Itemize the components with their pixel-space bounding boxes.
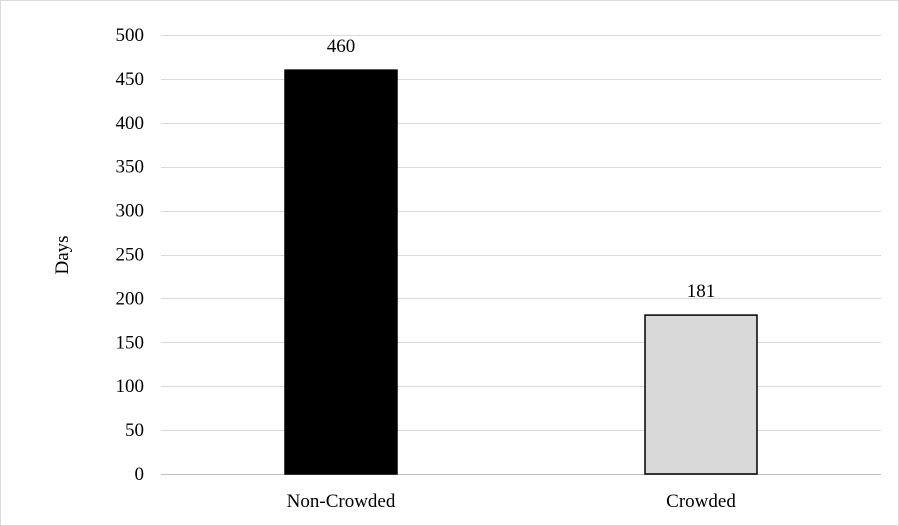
data-label: 181 bbox=[687, 281, 716, 302]
bar-crowded bbox=[644, 314, 758, 475]
x-tick-label: Non-Crowded bbox=[287, 491, 396, 512]
y-tick-label: 100 bbox=[116, 376, 145, 397]
y-tick-label: 250 bbox=[116, 245, 145, 266]
y-tick-label: 150 bbox=[116, 332, 145, 353]
y-tick-label: 50 bbox=[125, 420, 144, 441]
y-axis-title: Days bbox=[52, 235, 73, 274]
data-labels: 460 181 bbox=[327, 36, 716, 302]
gridlines bbox=[161, 35, 881, 475]
bar-non-crowded bbox=[284, 69, 398, 475]
data-label: 460 bbox=[327, 36, 356, 57]
y-tick-label: 300 bbox=[116, 201, 145, 222]
y-tick-label: 0 bbox=[135, 464, 145, 485]
y-tick-label: 400 bbox=[116, 113, 145, 134]
bars bbox=[284, 69, 758, 475]
y-tick-label: 350 bbox=[116, 157, 145, 178]
y-tick-label: 450 bbox=[116, 69, 145, 90]
y-tick-label: 200 bbox=[116, 288, 145, 309]
x-axis-ticks: Non-Crowded Crowded bbox=[287, 491, 737, 512]
y-axis-ticks: 0 50 100 150 200 250 300 350 400 450 500 bbox=[116, 25, 145, 485]
y-tick-label: 500 bbox=[116, 25, 145, 46]
x-tick-label: Crowded bbox=[666, 491, 736, 512]
